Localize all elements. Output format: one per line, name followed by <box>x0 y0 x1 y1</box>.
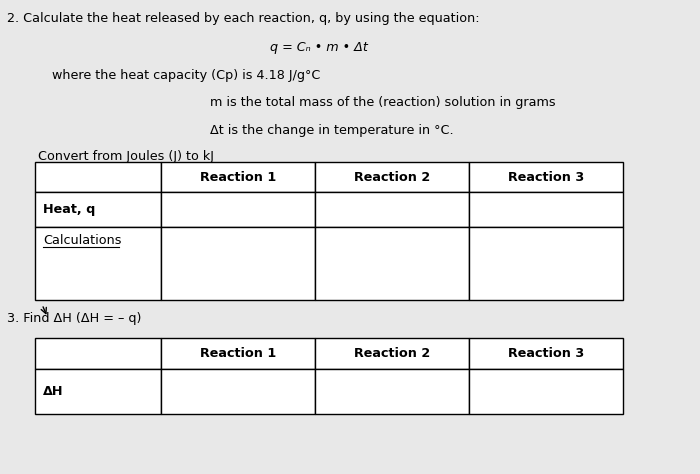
Text: Convert from Joules (J) to kJ: Convert from Joules (J) to kJ <box>38 150 214 163</box>
Bar <box>315 227 469 300</box>
Bar <box>35 369 161 414</box>
Bar <box>35 338 161 369</box>
Bar <box>35 192 161 227</box>
Bar <box>35 162 161 192</box>
Bar <box>161 369 315 414</box>
Bar <box>469 162 623 192</box>
Text: where the heat capacity (Cp) is 4.18 J/g°C: where the heat capacity (Cp) is 4.18 J/g… <box>52 69 321 82</box>
Bar <box>315 162 469 192</box>
Text: Reaction 2: Reaction 2 <box>354 347 430 360</box>
Bar <box>161 338 315 369</box>
Text: q = Cₙ • m • Δt: q = Cₙ • m • Δt <box>270 41 368 54</box>
Text: Reaction 3: Reaction 3 <box>508 347 584 360</box>
Bar <box>315 338 469 369</box>
Text: 3. Find ΔH (ΔH = – q): 3. Find ΔH (ΔH = – q) <box>7 312 141 325</box>
Bar <box>315 369 469 414</box>
Text: ΔH: ΔH <box>43 385 64 398</box>
Bar <box>469 227 623 300</box>
Text: m is the total mass of the (reaction) solution in grams: m is the total mass of the (reaction) so… <box>210 96 556 109</box>
Bar <box>35 227 161 300</box>
Text: Calculations: Calculations <box>43 234 122 246</box>
Text: 2. Calculate the heat released by each reaction, q, by using the equation:: 2. Calculate the heat released by each r… <box>7 12 480 25</box>
Bar <box>161 227 315 300</box>
Text: Reaction 1: Reaction 1 <box>200 347 276 360</box>
Bar <box>315 192 469 227</box>
Text: Reaction 1: Reaction 1 <box>200 171 276 183</box>
Text: Heat, q: Heat, q <box>43 203 96 216</box>
Text: Reaction 3: Reaction 3 <box>508 171 584 183</box>
Bar <box>469 369 623 414</box>
Bar <box>161 192 315 227</box>
Bar <box>469 192 623 227</box>
Text: Reaction 2: Reaction 2 <box>354 171 430 183</box>
Bar <box>161 162 315 192</box>
Text: Δt is the change in temperature in °C.: Δt is the change in temperature in °C. <box>210 124 454 137</box>
Bar <box>469 338 623 369</box>
